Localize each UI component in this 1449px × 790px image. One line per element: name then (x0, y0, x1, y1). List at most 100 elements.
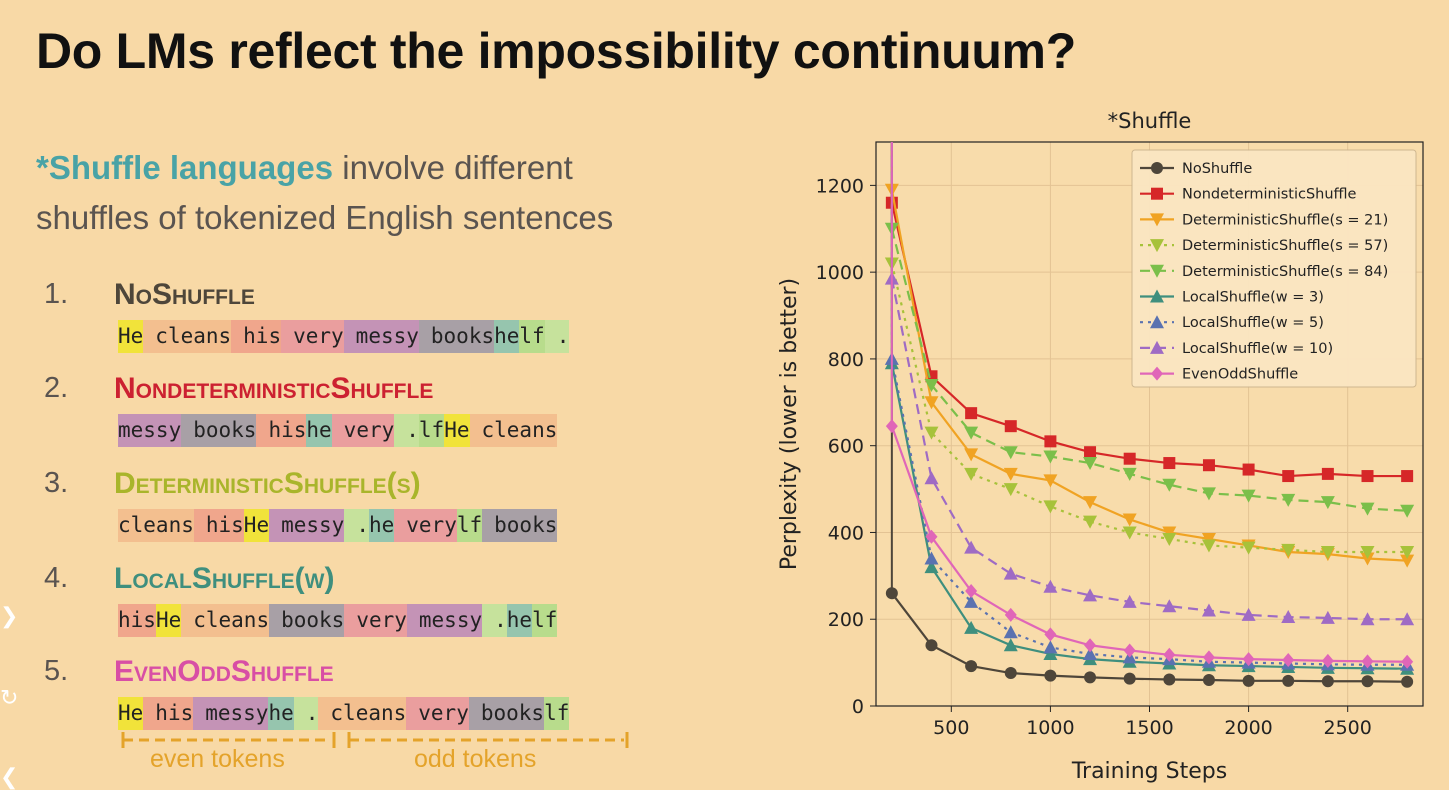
data-point (1123, 643, 1136, 658)
legend-swatch-marker (1151, 162, 1163, 174)
token: messy (343, 320, 419, 353)
data-point (1043, 646, 1058, 660)
data-point (1003, 446, 1018, 460)
data-point (885, 419, 898, 434)
token: . (482, 604, 507, 637)
item-name: NoShuffle (114, 278, 255, 311)
token: his (231, 320, 282, 353)
data-point (925, 639, 938, 652)
token: lf (418, 414, 445, 447)
item-name: LocalShuffle(w) (114, 562, 335, 595)
intro-text: *Shuffle languages involve different shu… (36, 143, 736, 243)
item-number: 2. (44, 372, 69, 404)
x-tick-label: 1000 (1026, 717, 1074, 739)
legend-swatch-marker (1150, 264, 1164, 278)
legend-entry: DeterministicShuffle(s = 21) (1182, 212, 1388, 228)
data-point (1122, 594, 1137, 608)
legend-swatch-marker (1151, 366, 1163, 381)
token: he (306, 414, 332, 447)
token: lf (544, 697, 570, 730)
intro-highlight: *Shuffle languages (36, 149, 334, 186)
token: he (268, 697, 294, 730)
legend-swatch-marker (1150, 213, 1164, 227)
legend-entry: NondeterministicShuffle (1182, 187, 1357, 203)
y-tick-label: 400 (828, 522, 864, 544)
data-point (1201, 603, 1216, 617)
data-point (1004, 667, 1017, 680)
legend-entry: LocalShuffle(w = 5) (1182, 315, 1324, 331)
token: cleans (118, 509, 194, 542)
data-point (1360, 502, 1375, 516)
data-point (965, 407, 978, 420)
data-point (1242, 674, 1255, 687)
token: messy (118, 414, 182, 447)
token: he (368, 509, 395, 542)
prev-slide-icon[interactable]: ❮ (0, 765, 19, 790)
legend-swatch-marker (1150, 315, 1164, 329)
token-sequence: He his messy he. cleans very books lf (118, 697, 570, 730)
data-point (1163, 647, 1176, 662)
legend-entry: LocalShuffle(w = 10) (1182, 341, 1333, 357)
token: He (243, 509, 270, 542)
data-point (964, 448, 979, 462)
token-sequence: He cleans his very messy books he lf. (118, 320, 570, 353)
data-point (1320, 496, 1335, 510)
item-number: 3. (44, 467, 69, 499)
data-point (1281, 543, 1296, 557)
data-point (1003, 625, 1018, 639)
token: books (482, 509, 558, 542)
even-tokens-label: even tokens (150, 745, 285, 773)
data-point (1043, 500, 1058, 514)
data-point (965, 584, 978, 599)
token: his (256, 414, 307, 447)
data-point (1163, 457, 1176, 470)
token: his (143, 697, 194, 730)
left-edge-controls: ❯ ↻ ❮ (0, 0, 18, 790)
data-point (1043, 640, 1058, 654)
x-tick-label: 1500 (1125, 717, 1173, 739)
series-line (890, 189, 1408, 562)
token: books (418, 320, 495, 353)
y-tick-label: 1200 (816, 175, 864, 197)
data-point (1084, 638, 1097, 653)
token: very (406, 697, 469, 730)
token: lf (532, 604, 558, 637)
token: he (494, 320, 520, 353)
token: he (506, 604, 533, 637)
series-line (890, 358, 1408, 666)
token: very (394, 509, 457, 542)
data-point (1401, 470, 1414, 483)
series-2 (884, 142, 1415, 568)
y-tick-label: 1000 (816, 262, 864, 284)
series-line (890, 263, 1408, 554)
data-point (1360, 545, 1375, 559)
data-point (1202, 673, 1215, 686)
item-number: 1. (44, 278, 69, 310)
token: He (118, 320, 144, 353)
data-point (1400, 612, 1415, 626)
data-point (1162, 478, 1177, 492)
x-tick-label: 500 (933, 717, 969, 739)
x-tick-label: 2500 (1324, 717, 1372, 739)
intro-line2: shuffles of tokenized English sentences (36, 199, 614, 236)
series-8 (885, 142, 1414, 669)
token: lf (456, 509, 483, 542)
data-point (1202, 650, 1215, 665)
token: cleans (469, 414, 558, 447)
token: cleans (143, 320, 232, 353)
data-point (1123, 452, 1136, 465)
token: very (344, 604, 407, 637)
perplexity-chart: 500 1000 1500 2000 2500 0 200 400 600 800 1000 1200… (777, 109, 1424, 784)
slide-title: Do LMs reflect the impossibility continu… (36, 23, 1076, 79)
data-point (1202, 459, 1215, 472)
data-point (1003, 566, 1018, 580)
chart-title: *Shuffle (1108, 109, 1192, 133)
data-point (1122, 526, 1137, 540)
next-slide-icon[interactable]: ❯ (0, 604, 19, 629)
data-point (924, 551, 939, 565)
chart-legend: NoShuffle NondeterministicShuffle Determin… (1131, 149, 1417, 388)
series-layer (884, 142, 1415, 688)
reload-icon[interactable]: ↻ (0, 686, 19, 711)
legend-box (1131, 149, 1417, 388)
legend-swatch-marker (1150, 340, 1164, 354)
